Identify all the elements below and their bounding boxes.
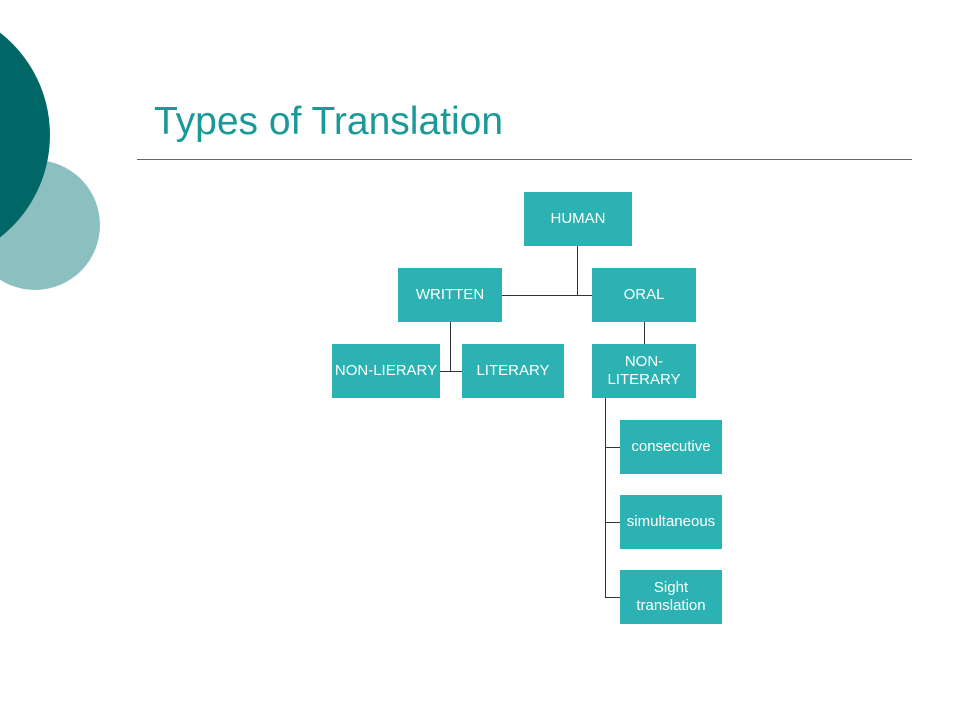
- node-human: HUMAN: [524, 192, 632, 246]
- connector-line: [605, 447, 620, 448]
- node-consecutive: consecutive: [620, 420, 722, 474]
- connector-line: [440, 371, 462, 372]
- connector-line: [605, 597, 620, 598]
- node-nonliterary: NON- LITERARY: [592, 344, 696, 398]
- connector-line: [605, 522, 620, 523]
- connector-line: [577, 246, 578, 295]
- connector-line: [450, 322, 451, 371]
- connector-line: [605, 398, 606, 597]
- node-sight: Sight translation: [620, 570, 722, 624]
- node-literary: LITERARY: [462, 344, 564, 398]
- node-nonlierary: NON-LIERARY: [332, 344, 440, 398]
- title-underline: [137, 159, 912, 160]
- node-simultaneous: simultaneous: [620, 495, 722, 549]
- connector-line: [502, 295, 592, 296]
- page-title: Types of Translation: [154, 100, 503, 144]
- connector-line: [644, 322, 645, 344]
- node-written: WRITTEN: [398, 268, 502, 322]
- node-oral: ORAL: [592, 268, 696, 322]
